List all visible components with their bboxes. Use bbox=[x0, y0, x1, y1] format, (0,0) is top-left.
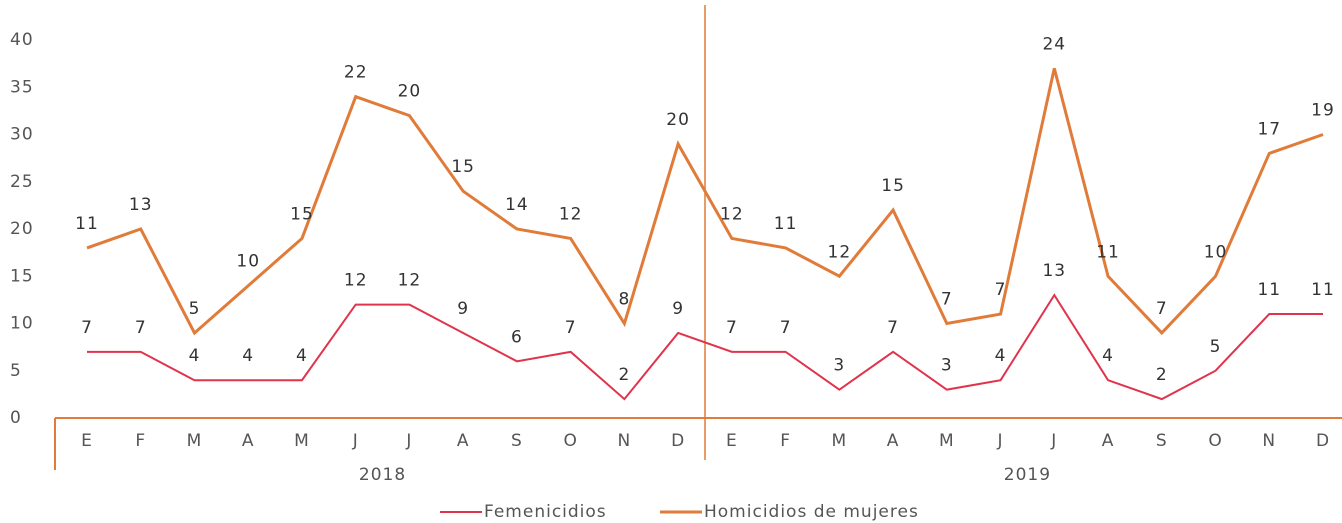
data-label: 15 bbox=[290, 204, 314, 224]
data-label: 5 bbox=[189, 299, 201, 319]
x-tick-label: M bbox=[832, 431, 848, 451]
data-label: 6 bbox=[511, 327, 523, 347]
y-tick-label: 30 bbox=[10, 125, 34, 145]
x-tick-label: J bbox=[1050, 431, 1057, 451]
data-label: 9 bbox=[457, 299, 469, 319]
y-tick-label: 20 bbox=[10, 219, 34, 239]
x-tick-label: J bbox=[405, 431, 412, 451]
data-label: 14 bbox=[505, 195, 529, 215]
data-label: 20 bbox=[666, 110, 690, 130]
x-tick-label: A bbox=[457, 431, 470, 451]
x-tick-label: A bbox=[242, 431, 255, 451]
data-label: 24 bbox=[1042, 34, 1066, 54]
data-label: 13 bbox=[1042, 261, 1066, 281]
x-tick-label: E bbox=[81, 431, 93, 451]
y-tick-label: 40 bbox=[10, 30, 34, 50]
data-label: 11 bbox=[75, 214, 99, 234]
data-label: 7 bbox=[81, 318, 93, 338]
data-label: 11 bbox=[774, 214, 798, 234]
data-label: 12 bbox=[344, 271, 368, 291]
line-series bbox=[87, 293, 1323, 401]
x-tick-label: M bbox=[939, 431, 955, 451]
y-tick-label: 25 bbox=[10, 172, 34, 192]
y-tick-label: 15 bbox=[10, 266, 34, 286]
data-label: 4 bbox=[242, 346, 254, 366]
data-label: 13 bbox=[129, 195, 153, 215]
x-tick-label: D bbox=[671, 431, 685, 451]
x-tick-label: N bbox=[1262, 431, 1276, 451]
x-tick-label: O bbox=[1208, 431, 1222, 451]
data-label: 7 bbox=[887, 318, 899, 338]
data-label: 3 bbox=[833, 356, 845, 376]
x-tick-label: N bbox=[618, 431, 632, 451]
data-label: 3 bbox=[941, 356, 953, 376]
x-tick-label: F bbox=[780, 431, 791, 451]
group-label: 2019 bbox=[1004, 465, 1051, 485]
data-label: 8 bbox=[618, 290, 630, 310]
line-series bbox=[86, 67, 1324, 336]
data-label: 20 bbox=[398, 82, 422, 102]
x-tick-label: M bbox=[187, 431, 203, 451]
data-label: 11 bbox=[1096, 242, 1120, 262]
data-label: 12 bbox=[398, 271, 422, 291]
data-label: 4 bbox=[1102, 346, 1114, 366]
y-tick-label: 5 bbox=[10, 361, 22, 381]
x-tick-label: F bbox=[135, 431, 146, 451]
data-label: 9 bbox=[672, 299, 684, 319]
x-tick-label: S bbox=[1156, 431, 1168, 451]
data-label: 4 bbox=[995, 346, 1007, 366]
data-label: 7 bbox=[565, 318, 577, 338]
data-label: 7 bbox=[1156, 299, 1168, 319]
data-label: 2 bbox=[618, 365, 630, 385]
data-label: 4 bbox=[296, 346, 308, 366]
data-label: 22 bbox=[344, 63, 368, 83]
y-tick-label: 0 bbox=[10, 408, 22, 428]
data-label: 7 bbox=[941, 290, 953, 310]
data-label: 12 bbox=[720, 204, 744, 224]
y-tick-label: 35 bbox=[10, 77, 34, 97]
x-tick-label: O bbox=[563, 431, 577, 451]
data-label: 19 bbox=[1311, 101, 1335, 121]
data-label: 7 bbox=[135, 318, 147, 338]
data-label: 7 bbox=[726, 318, 738, 338]
y-tick-label: 10 bbox=[10, 314, 34, 334]
x-tick-label: M bbox=[294, 431, 310, 451]
data-label: 11 bbox=[1311, 280, 1335, 300]
data-label: 2 bbox=[1156, 365, 1168, 385]
data-label: 10 bbox=[236, 252, 260, 272]
x-tick-label: S bbox=[511, 431, 523, 451]
data-label: 12 bbox=[828, 242, 852, 262]
x-tick-label: J bbox=[352, 431, 359, 451]
data-label: 15 bbox=[881, 176, 905, 196]
data-label: 11 bbox=[1257, 280, 1281, 300]
group-label: 2018 bbox=[359, 465, 406, 485]
data-label: 12 bbox=[559, 204, 583, 224]
data-label: 7 bbox=[995, 280, 1007, 300]
data-label: 17 bbox=[1257, 119, 1281, 139]
legend-label: Homicidios de mujeres bbox=[704, 502, 919, 522]
data-label: 5 bbox=[1210, 337, 1222, 357]
x-tick-label: J bbox=[997, 431, 1004, 451]
x-tick-label: A bbox=[887, 431, 900, 451]
data-label: 15 bbox=[451, 157, 475, 177]
data-label: 4 bbox=[189, 346, 201, 366]
x-tick-label: E bbox=[726, 431, 738, 451]
data-label: 7 bbox=[780, 318, 792, 338]
x-tick-label: D bbox=[1316, 431, 1330, 451]
x-tick-label: A bbox=[1102, 431, 1115, 451]
data-label: 10 bbox=[1204, 242, 1228, 262]
legend-label: Femenicidios bbox=[484, 502, 607, 522]
